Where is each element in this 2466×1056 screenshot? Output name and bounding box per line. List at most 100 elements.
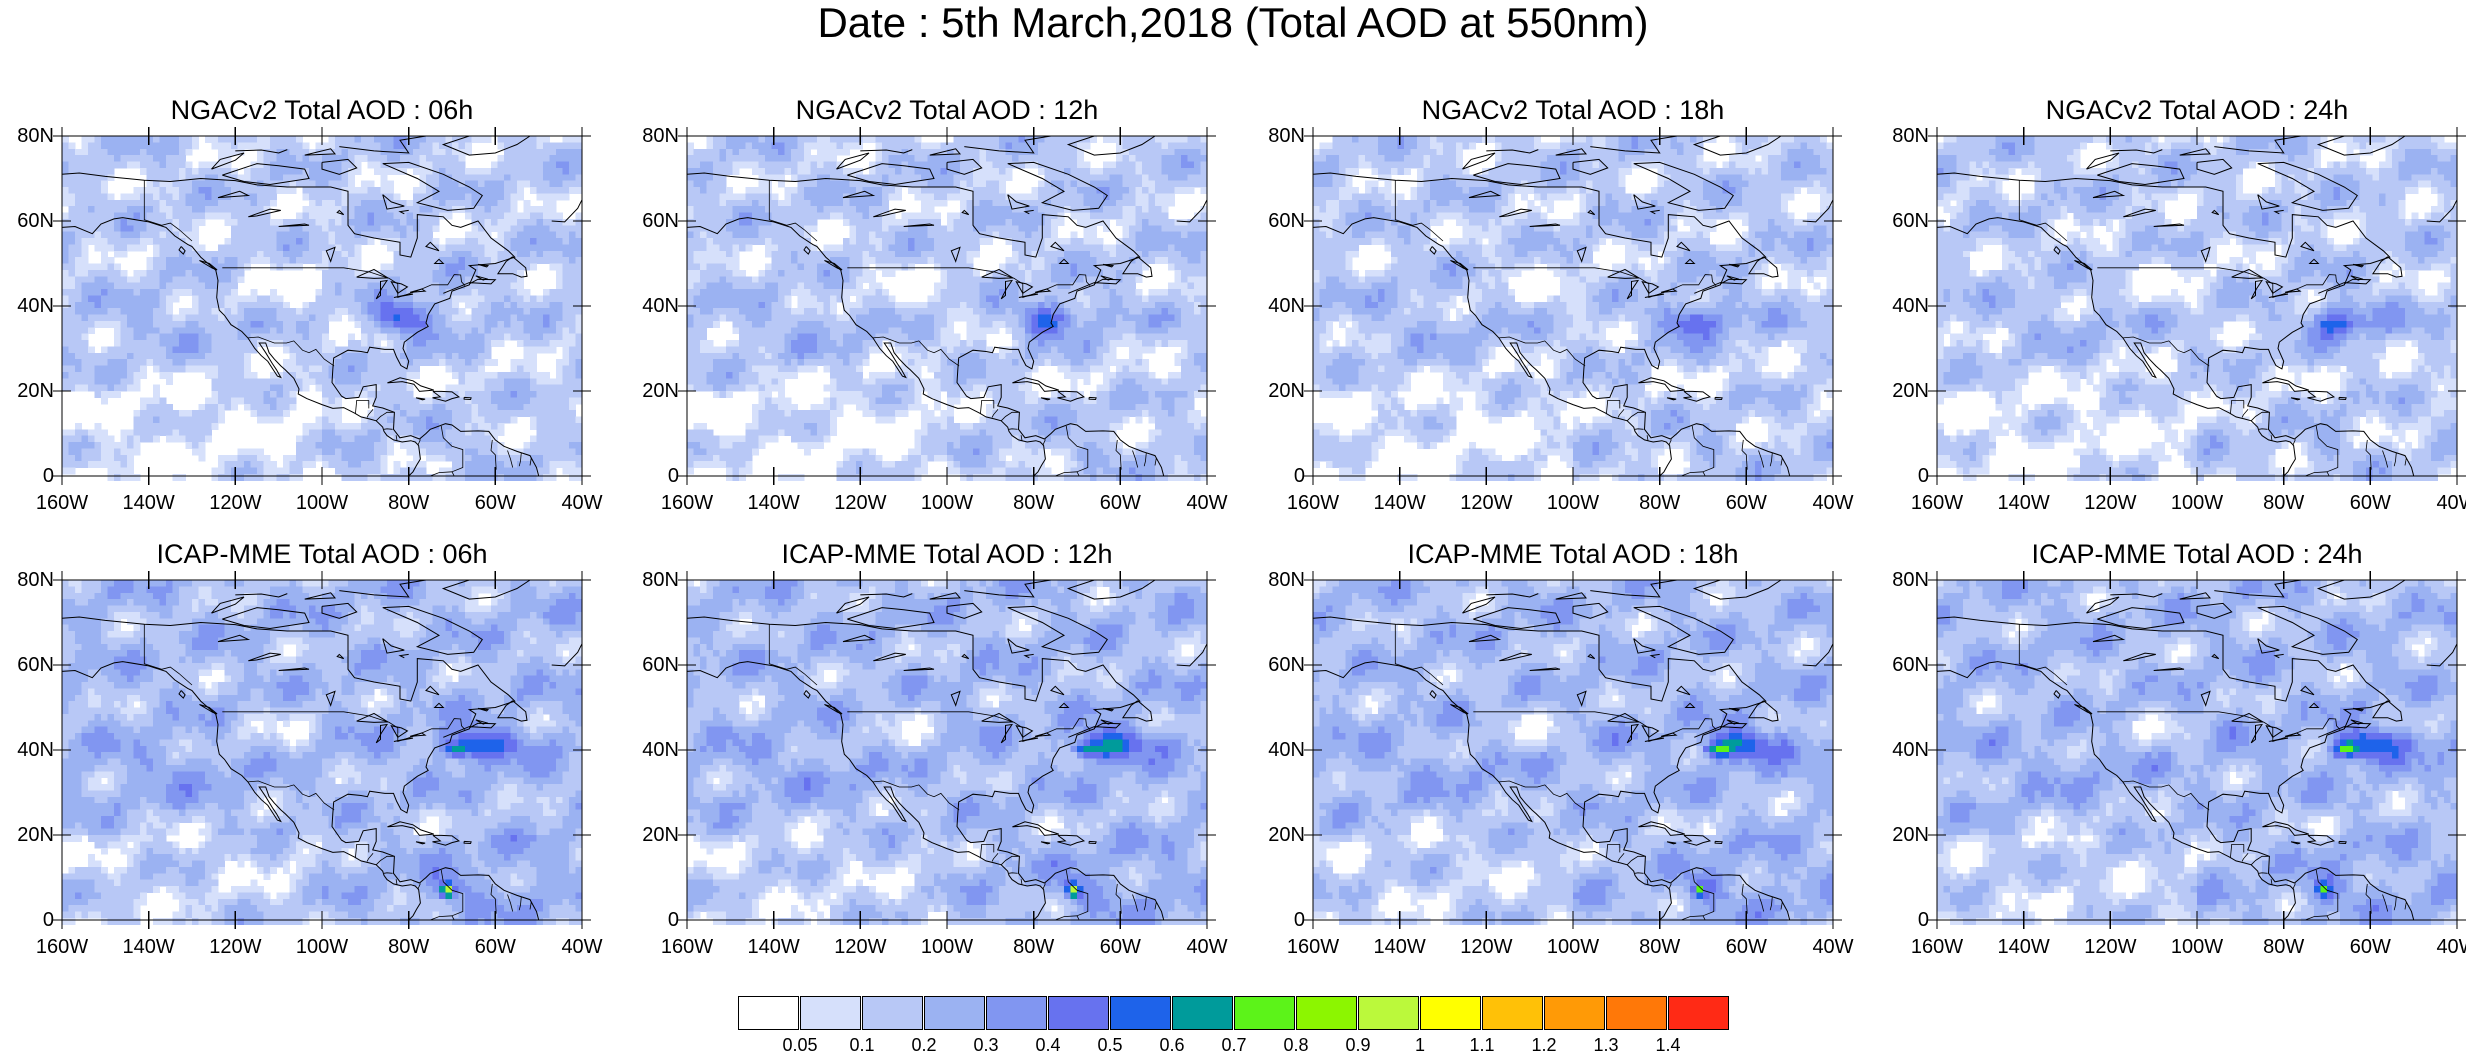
lon-tick-label: 100W bbox=[296, 493, 348, 513]
colorbar-box bbox=[800, 996, 861, 1030]
aod-map bbox=[1304, 127, 1842, 485]
lat-tick-label: 0 bbox=[1918, 466, 1929, 486]
panel-title: NGACv2 Total AOD : 06h bbox=[62, 95, 582, 125]
colorbar-box bbox=[1172, 996, 1233, 1030]
lon-tick-label: 80W bbox=[1639, 493, 1680, 513]
lat-tick-label: 80N bbox=[1892, 126, 1929, 146]
colorbar-box bbox=[1606, 996, 1667, 1030]
lat-tick-label: 60N bbox=[642, 655, 679, 675]
coastlines bbox=[1936, 579, 2458, 921]
lon-tick-label: 60W bbox=[1100, 937, 1141, 957]
lat-tick-label: 20N bbox=[1268, 381, 1305, 401]
lon-tick-label: 160W bbox=[1911, 937, 1963, 957]
lat-tick-label: 60N bbox=[1892, 655, 1929, 675]
lon-tick-label: 140W bbox=[748, 937, 800, 957]
lon-tick-label: 120W bbox=[209, 493, 261, 513]
lat-tick-label: 20N bbox=[642, 381, 679, 401]
lat-tick-label: 40N bbox=[1268, 740, 1305, 760]
lon-tick-label: 100W bbox=[296, 937, 348, 957]
lon-tick-label: 40W bbox=[2436, 937, 2466, 957]
figure-title: Date : 5th March,2018 (Total AOD at 550n… bbox=[0, 0, 2466, 46]
lon-tick-label: 40W bbox=[1812, 937, 1853, 957]
lat-tick-label: 40N bbox=[17, 296, 54, 316]
aod-map bbox=[678, 127, 1216, 485]
lon-tick-label: 40W bbox=[2436, 493, 2466, 513]
lat-tick-label: 80N bbox=[1268, 126, 1305, 146]
colorbar-box bbox=[1048, 996, 1109, 1030]
lat-tick-label: 80N bbox=[17, 126, 54, 146]
panel-title: NGACv2 Total AOD : 12h bbox=[687, 95, 1207, 125]
lon-tick-label: 160W bbox=[661, 937, 713, 957]
lat-tick-label: 40N bbox=[1892, 740, 1929, 760]
lat-tick-label: 20N bbox=[1268, 825, 1305, 845]
lat-tick-label: 60N bbox=[1892, 211, 1929, 231]
lon-tick-label: 120W bbox=[834, 937, 886, 957]
lon-tick-label: 160W bbox=[1287, 493, 1339, 513]
map-frame bbox=[678, 127, 1216, 485]
lon-tick-label: 160W bbox=[36, 493, 88, 513]
lat-tick-label: 20N bbox=[17, 381, 54, 401]
lon-tick-label: 140W bbox=[748, 493, 800, 513]
lon-tick-label: 80W bbox=[2263, 937, 2304, 957]
lon-tick-label: 120W bbox=[2084, 493, 2136, 513]
lon-tick-label: 80W bbox=[388, 937, 429, 957]
lat-tick-label: 80N bbox=[1892, 570, 1929, 590]
lon-tick-label: 100W bbox=[921, 937, 973, 957]
lat-tick-label: 60N bbox=[17, 211, 54, 231]
map-frame bbox=[53, 571, 591, 929]
colorbar-box bbox=[924, 996, 985, 1030]
aod-map bbox=[678, 571, 1216, 929]
map-frame bbox=[1304, 127, 1842, 485]
map-panel-icap-mme-06h: ICAP-MME Total AOD : 06h 80N 60N 40N 20N 0 160… bbox=[17, 539, 602, 957]
aod-field bbox=[1313, 136, 1834, 481]
colorbar-label: 0.1 bbox=[849, 1035, 874, 1055]
coastlines bbox=[1312, 135, 1834, 477]
aod-field bbox=[62, 136, 583, 481]
lat-tick-label: 80N bbox=[642, 570, 679, 590]
coastlines bbox=[61, 579, 583, 921]
lon-tick-label: 160W bbox=[1287, 937, 1339, 957]
colorbar-box bbox=[986, 996, 1047, 1030]
lon-tick-label: 160W bbox=[36, 937, 88, 957]
lon-tick-label: 120W bbox=[1460, 493, 1512, 513]
lat-tick-label: 80N bbox=[642, 126, 679, 146]
map-panel-ngacv2-24h: NGACv2 Total AOD : 24h 80N 60N 40N 20N 0 160W 1… bbox=[1892, 95, 2466, 513]
aod-map bbox=[1928, 571, 2466, 929]
lon-tick-label: 40W bbox=[561, 493, 602, 513]
lon-tick-label: 160W bbox=[661, 493, 713, 513]
map-panel-ngacv2-06h: NGACv2 Total AOD : 06h 80N 60N 40N 20N 0 160W 1… bbox=[17, 95, 602, 513]
lat-tick-label: 20N bbox=[1892, 825, 1929, 845]
lon-tick-label: 120W bbox=[1460, 937, 1512, 957]
colorbar-label: 0.8 bbox=[1283, 1035, 1308, 1055]
lon-tick-label: 100W bbox=[2171, 493, 2223, 513]
colorbar-box bbox=[862, 996, 923, 1030]
lon-tick-label: 140W bbox=[1374, 937, 1426, 957]
colorbar-box bbox=[1482, 996, 1543, 1030]
colorbar-box bbox=[738, 996, 799, 1030]
colorbar-label: 0.3 bbox=[973, 1035, 998, 1055]
colorbar-label: 1.2 bbox=[1531, 1035, 1556, 1055]
colorbar-box bbox=[1544, 996, 1605, 1030]
colorbar-box bbox=[1234, 996, 1295, 1030]
coastlines bbox=[686, 135, 1208, 477]
coastlines bbox=[1312, 579, 1834, 921]
colorbar-label: 1 bbox=[1415, 1035, 1425, 1055]
lon-tick-label: 40W bbox=[561, 937, 602, 957]
lon-tick-label: 80W bbox=[1013, 937, 1054, 957]
lon-tick-label: 140W bbox=[1998, 493, 2050, 513]
lon-tick-label: 40W bbox=[1186, 937, 1227, 957]
colorbar-box bbox=[1668, 996, 1729, 1030]
colorbar-label: 1.1 bbox=[1469, 1035, 1494, 1055]
lat-tick-label: 0 bbox=[1294, 910, 1305, 930]
lon-tick-label: 80W bbox=[1013, 493, 1054, 513]
colorbar-box bbox=[1358, 996, 1419, 1030]
map-panel-icap-mme-24h: ICAP-MME Total AOD : 24h 80N 60N 40N 20N 0 160… bbox=[1892, 539, 2466, 957]
aod-map bbox=[1304, 571, 1842, 929]
panel-title: ICAP-MME Total AOD : 24h bbox=[1937, 539, 2457, 569]
colorbar-box bbox=[1296, 996, 1357, 1030]
lat-tick-label: 60N bbox=[642, 211, 679, 231]
map-frame bbox=[1928, 571, 2466, 929]
lon-tick-label: 80W bbox=[388, 493, 429, 513]
lon-tick-label: 60W bbox=[1726, 493, 1767, 513]
lon-tick-label: 100W bbox=[921, 493, 973, 513]
